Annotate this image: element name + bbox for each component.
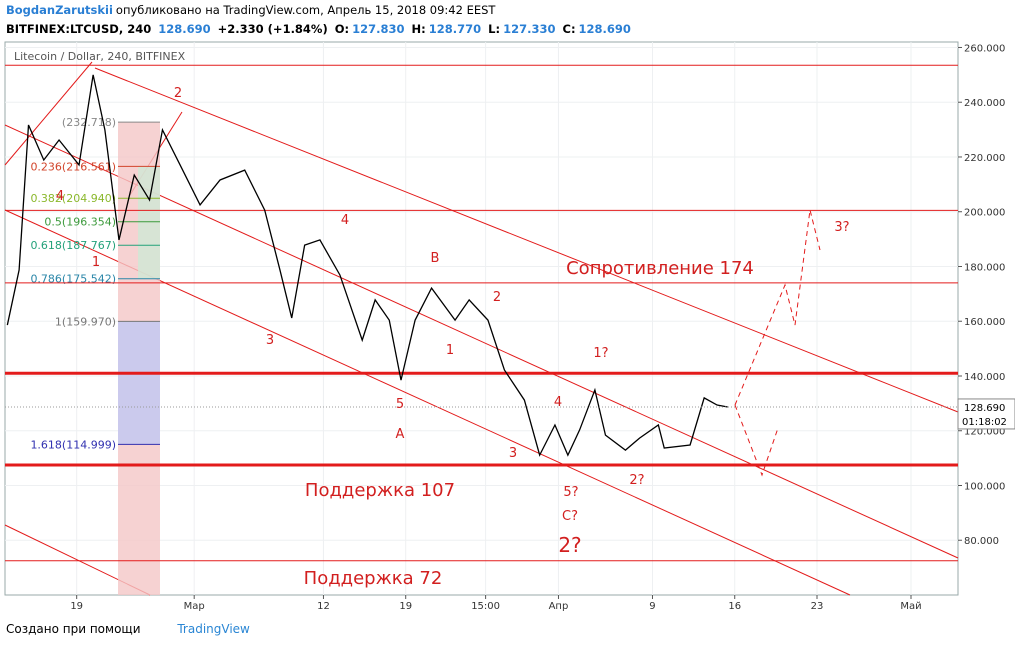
fib-label: 0.5(196.354) bbox=[44, 216, 116, 229]
header-line2: BITFINEX:LTCUSD, 240 128.690 +2.330 (+1.… bbox=[6, 22, 634, 36]
brand[interactable]: TradingView bbox=[177, 622, 250, 636]
price: 128.690 bbox=[158, 22, 211, 36]
wave-label: 5 bbox=[396, 397, 404, 412]
wave-label: 2? bbox=[558, 533, 581, 557]
x-tick-label: 9 bbox=[649, 601, 655, 612]
c-label: C: bbox=[562, 22, 576, 36]
fib-zone bbox=[118, 321, 160, 445]
wave-label: 3 bbox=[266, 333, 274, 348]
h: 128.770 bbox=[428, 22, 482, 36]
fib-zone bbox=[138, 166, 160, 279]
x-tick-label: Мар bbox=[184, 601, 205, 612]
y-tick-label: 260.000 bbox=[964, 43, 1005, 54]
wave-label: 2? bbox=[629, 473, 644, 488]
x-tick-label: 15:00 bbox=[471, 601, 500, 612]
wave-label: 3? bbox=[834, 220, 849, 235]
header-line1: BogdanZarutskii опубликовано на TradingVi… bbox=[6, 3, 498, 17]
fib-label: 1.618(114.999) bbox=[30, 438, 116, 451]
x-tick-label: 19 bbox=[399, 601, 412, 612]
wave-label: 2 bbox=[493, 290, 501, 305]
wave-label: 1 bbox=[92, 255, 100, 270]
wave-label: 5? bbox=[563, 485, 578, 500]
projection bbox=[734, 404, 779, 477]
fib-label: 1(159.970) bbox=[55, 315, 116, 328]
last-price-box bbox=[957, 398, 1015, 430]
wave-label: 4 bbox=[554, 395, 562, 410]
projection bbox=[734, 209, 821, 406]
x-tick-label: 12 bbox=[317, 601, 330, 612]
plot-frame bbox=[4, 41, 959, 596]
author[interactable]: BogdanZarutskii bbox=[6, 3, 113, 17]
y-tick-label: 160.000 bbox=[964, 317, 1005, 328]
x-tick-label: 16 bbox=[728, 601, 741, 612]
fib-label: 0.382(204.940) bbox=[30, 192, 116, 205]
wave-label: C? bbox=[562, 509, 578, 524]
x-tick-label: 19 bbox=[70, 601, 83, 612]
x-tick-label: Май bbox=[900, 601, 921, 612]
o-label: O: bbox=[334, 22, 350, 36]
footer: Создано при помощи TradingView bbox=[6, 622, 253, 636]
wave-label: Сопротивление 174 bbox=[566, 258, 754, 279]
channel-line bbox=[4, 61, 93, 166]
channel-line bbox=[4, 124, 959, 559]
y-tick-label: 220.000 bbox=[964, 153, 1005, 164]
fib-label: 0.786(175.542) bbox=[30, 273, 116, 286]
wave-label: 3 bbox=[509, 446, 517, 461]
channel-line bbox=[94, 67, 959, 413]
l-label: L: bbox=[488, 22, 501, 36]
y-tick-label: 240.000 bbox=[964, 98, 1005, 109]
y-tick-label: 200.000 bbox=[964, 208, 1005, 219]
wave-label: B bbox=[431, 251, 440, 266]
x-tick-label: 23 bbox=[811, 601, 824, 612]
fib-label: 0.236(216.561) bbox=[30, 160, 116, 173]
change: +2.330 (+1.84%) bbox=[217, 22, 328, 36]
chart: Litecoin / Dollar, 240, BITFINEX 80.000 1… bbox=[4, 41, 1015, 612]
wave-label: 2 bbox=[174, 86, 182, 101]
y-tick-label: 140.000 bbox=[964, 372, 1005, 383]
chart-title: Litecoin / Dollar, 240, BITFINEX bbox=[14, 50, 186, 63]
y-tick-label: 100.000 bbox=[964, 481, 1005, 492]
wave-label: A bbox=[396, 427, 405, 442]
y-tick-label: 120.000 bbox=[964, 427, 1005, 438]
wave-label: 1 bbox=[446, 343, 454, 358]
fib-label: 0.618(187.767) bbox=[30, 239, 116, 252]
c: 128.690 bbox=[578, 22, 631, 36]
wave-label: Поддержка 72 bbox=[304, 568, 443, 589]
last-price-label: 128.690 bbox=[964, 403, 1005, 414]
fib-label: (232.718) bbox=[62, 116, 116, 129]
x-tick-label: Апр bbox=[549, 601, 569, 612]
wave-label: 4 bbox=[341, 213, 349, 228]
l: 127.330 bbox=[503, 22, 556, 36]
countdown: 01:18:02 bbox=[962, 417, 1007, 428]
price-line bbox=[6, 74, 728, 457]
y-tick-label: 180.000 bbox=[964, 262, 1005, 273]
made-with: Создано при помощи bbox=[6, 622, 141, 636]
published: опубликовано на TradingView.com, Апрель … bbox=[115, 3, 496, 17]
wave-label: Поддержка 107 bbox=[305, 480, 455, 501]
wave-label: 1? bbox=[593, 346, 608, 361]
y-tick-label: 80.000 bbox=[964, 536, 999, 547]
o: 127.830 bbox=[352, 22, 405, 36]
grid bbox=[5, 42, 958, 595]
symbol: BITFINEX:LTCUSD, 240 bbox=[6, 22, 152, 36]
wave-label: 4 bbox=[56, 189, 64, 204]
h-label: H: bbox=[411, 22, 426, 36]
